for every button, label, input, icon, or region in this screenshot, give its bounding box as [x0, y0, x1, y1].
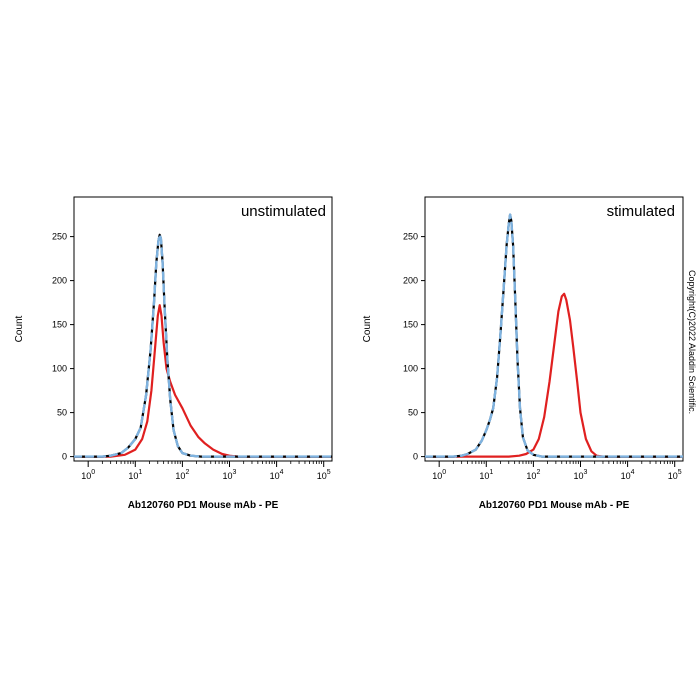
- y-tick-label: 250: [52, 232, 67, 242]
- y-tick-label: 50: [408, 408, 418, 418]
- x-tick-label: 105: [668, 469, 682, 481]
- panel-label: unstimulated: [241, 203, 326, 220]
- y-tick-label: 200: [403, 276, 418, 286]
- isotype-control-curve: [74, 233, 332, 458]
- y-tick-label: 0: [413, 452, 418, 462]
- x-axis-label: Ab120760 PD1 Mouse mAb - PE: [479, 500, 630, 511]
- x-tick-label: 102: [175, 469, 189, 481]
- y-tick-label: 200: [52, 276, 67, 286]
- histogram-panel-unstimulated: unstimulated Count Ab120760 PD1 Mouse mA…: [14, 196, 333, 511]
- copyright-notice: Copyright(C)2022 Aladdin Scientific.: [687, 270, 697, 414]
- isotype-control-curve: [425, 213, 683, 458]
- y-axis-label: Count: [362, 315, 373, 342]
- y-tick-label: 100: [52, 364, 67, 374]
- stained-sample-curve: [74, 304, 332, 458]
- x-tick-label: 102: [526, 469, 540, 481]
- plot-frame: [73, 196, 333, 462]
- x-tick-label: 100: [81, 469, 95, 481]
- x-tick-label: 103: [223, 469, 237, 481]
- y-tick-label: 0: [62, 452, 67, 462]
- histogram-panel-stimulated: stimulated Count Ab120760 PD1 Mouse mAb …: [362, 196, 684, 511]
- x-axis-label: Ab120760 PD1 Mouse mAb - PE: [128, 500, 279, 511]
- y-tick-label: 50: [57, 408, 67, 418]
- y-tick-label: 150: [403, 320, 418, 330]
- x-tick-label: 100: [432, 469, 446, 481]
- x-tick-label: 101: [479, 469, 493, 481]
- y-tick-label: 100: [403, 364, 418, 374]
- x-tick-label: 105: [317, 469, 331, 481]
- plot-frame: [424, 196, 684, 462]
- panel-label: stimulated: [607, 203, 675, 220]
- y-axis-label: Count: [14, 315, 25, 342]
- x-tick-label: 101: [128, 469, 142, 481]
- y-tick-label: 150: [52, 320, 67, 330]
- x-tick-label: 104: [621, 469, 635, 481]
- y-tick-label: 250: [403, 232, 418, 242]
- x-tick-label: 104: [270, 469, 284, 481]
- x-tick-label: 103: [574, 469, 588, 481]
